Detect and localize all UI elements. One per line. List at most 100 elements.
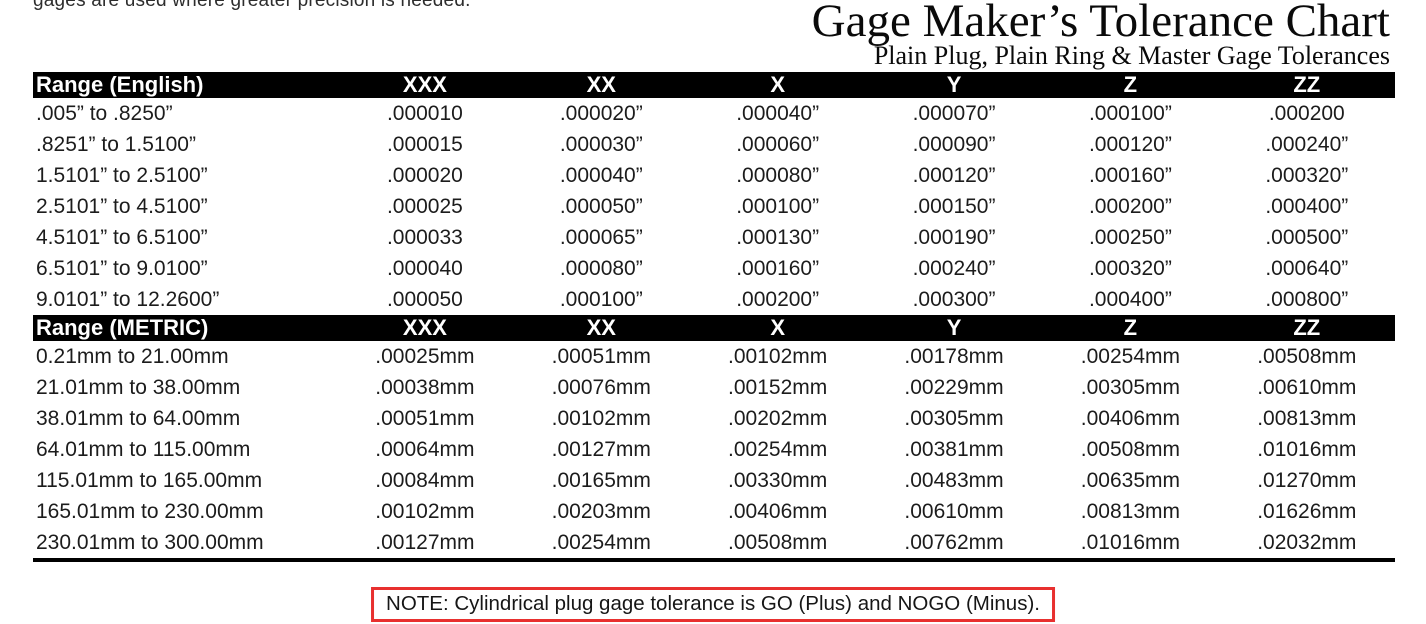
value-cell: .000200” <box>1088 195 1172 218</box>
metric-table-row: 165.01mm to 230.00mm .00102mm .00203mm .004… <box>33 496 1395 527</box>
value-cell: .00406mm <box>1080 407 1181 430</box>
value-cell: .00084mm <box>375 469 475 492</box>
value-cell: .00051mm <box>375 407 475 430</box>
value-cell: .00229mm <box>904 376 1004 399</box>
english-column-header: Z <box>1042 72 1219 98</box>
value-cell: .000050 <box>386 288 463 311</box>
value-cell: .02032mm <box>1257 531 1357 554</box>
range-cell: 2.5101” to 4.5100” <box>36 195 208 218</box>
value-cell: .000200” <box>736 288 820 311</box>
value-cell: .01016mm <box>1257 438 1357 461</box>
value-cell: .000120” <box>1088 133 1172 156</box>
value-cell: .00508mm <box>1080 438 1181 461</box>
value-cell: .000100” <box>559 288 643 311</box>
value-cell: .00305mm <box>904 407 1004 430</box>
value-cell: .000020” <box>559 102 643 125</box>
value-cell: .000080” <box>736 164 820 187</box>
value-cell: .000200 <box>1268 102 1345 125</box>
note-text: NOTE: Cylindrical plug gage tolerance is… <box>386 592 1040 615</box>
value-cell: .000300” <box>912 288 996 311</box>
range-cell: .8251” to 1.5100” <box>36 133 196 156</box>
range-cell: 115.01mm to 165.00mm <box>36 469 263 492</box>
value-cell: .000320” <box>1088 257 1172 280</box>
metric-column-header: Range (METRIC) <box>33 315 337 341</box>
value-cell: .000190” <box>912 226 996 249</box>
value-cell: .00330mm <box>728 469 828 492</box>
metric-table-row: 38.01mm to 64.00mm .00051mm .00102mm .00202… <box>33 403 1395 434</box>
range-cell: 4.5101” to 6.5100” <box>36 226 208 249</box>
value-cell: .00381mm <box>904 438 1004 461</box>
metric-column-header: XXX <box>336 315 514 341</box>
page-title: Gage Maker’s Tolerance Chart <box>811 0 1390 47</box>
english-column-header: Range (English) <box>33 72 337 98</box>
metric-header-row: Range (METRIC) XXX XX X Y Z ZZ <box>33 315 1395 341</box>
english-column-header: XX <box>513 72 690 98</box>
note-box: NOTE: Cylindrical plug gage tolerance is… <box>371 587 1055 622</box>
value-cell: .000640” <box>1265 257 1349 280</box>
value-cell: .000150” <box>912 195 996 218</box>
value-cell: .00610mm <box>904 500 1004 523</box>
value-cell: .00127mm <box>551 438 651 461</box>
value-cell: .000010 <box>386 102 463 125</box>
metric-column-header: Y <box>865 315 1043 341</box>
value-cell: .00610mm <box>1257 376 1357 399</box>
english-table-row: 1.5101” to 2.5100” .000020 .000040” .000080… <box>33 160 1395 191</box>
value-cell: .00762mm <box>904 531 1004 554</box>
value-cell: .000320” <box>1265 164 1349 187</box>
range-cell: 6.5101” to 9.0100” <box>36 257 208 280</box>
range-cell: 64.01mm to 115.00mm <box>36 438 251 461</box>
english-table-row: 4.5101” to 6.5100” .000033 .000065” .000130… <box>33 222 1395 253</box>
value-cell: .000090” <box>912 133 996 156</box>
value-cell: .000015 <box>386 133 463 156</box>
value-cell: .000120” <box>912 164 996 187</box>
intro-text-clipped: gages are used where greater precision i… <box>33 0 471 11</box>
value-cell: .000040” <box>736 102 820 125</box>
english-column-header: X <box>689 72 866 98</box>
english-column-header: ZZ <box>1218 72 1395 98</box>
metric-table-row: 230.01mm to 300.00mm .00127mm .00254mm .005… <box>33 527 1395 560</box>
value-cell: .000080” <box>559 257 643 280</box>
value-cell: .000400” <box>1088 288 1172 311</box>
english-column-header: XXX <box>336 72 514 98</box>
value-cell: .00254mm <box>551 531 651 554</box>
value-cell: .000033 <box>386 226 463 249</box>
metric-table-row: 64.01mm to 115.00mm .00064mm .00127mm .0025… <box>33 434 1395 465</box>
metric-table-row: 21.01mm to 38.00mm .00038mm .00076mm .00152… <box>33 372 1395 403</box>
value-cell: .000065” <box>559 226 643 249</box>
metric-column-header: ZZ <box>1218 315 1395 341</box>
value-cell: .00202mm <box>728 407 828 430</box>
title-block: Gage Maker’s Tolerance Chart Plain Plug,… <box>811 0 1390 69</box>
value-cell: .000240” <box>1265 133 1349 156</box>
value-cell: .00127mm <box>375 531 475 554</box>
value-cell: .000130” <box>736 226 820 249</box>
value-cell: .00483mm <box>904 469 1004 492</box>
range-cell: 21.01mm to 38.00mm <box>36 376 241 399</box>
range-cell: 230.01mm to 300.00mm <box>36 531 264 554</box>
value-cell: .00305mm <box>1080 376 1181 399</box>
value-cell: .000250” <box>1088 226 1172 249</box>
value-cell: .00025mm <box>375 345 475 368</box>
range-cell: 1.5101” to 2.5100” <box>36 164 208 187</box>
value-cell: .01626mm <box>1257 500 1357 523</box>
value-cell: .00254mm <box>728 438 828 461</box>
value-cell: .00635mm <box>1080 469 1181 492</box>
english-column-header: Y <box>865 72 1043 98</box>
range-cell: .005” to .8250” <box>36 102 173 125</box>
value-cell: .01016mm <box>1080 531 1181 554</box>
value-cell: .000020 <box>386 164 463 187</box>
value-cell: .000030” <box>559 133 643 156</box>
english-header-row: Range (English) XXX XX X Y Z ZZ <box>33 72 1395 98</box>
value-cell: .00102mm <box>375 500 475 523</box>
value-cell: .000100” <box>1088 102 1172 125</box>
value-cell: .000060” <box>736 133 820 156</box>
metric-column-header: XX <box>513 315 690 341</box>
value-cell: .000070” <box>912 102 996 125</box>
english-table-row: .8251” to 1.5100” .000015 .000030” .000060”… <box>33 129 1395 160</box>
value-cell: .000400” <box>1265 195 1349 218</box>
metric-table-row: 0.21mm to 21.00mm .00025mm .00051mm .00102m… <box>33 341 1395 372</box>
value-cell: .00102mm <box>551 407 651 430</box>
value-cell: .00102mm <box>728 345 828 368</box>
value-cell: .00165mm <box>551 469 651 492</box>
value-cell: .00178mm <box>904 345 1004 368</box>
value-cell: .00508mm <box>728 531 828 554</box>
